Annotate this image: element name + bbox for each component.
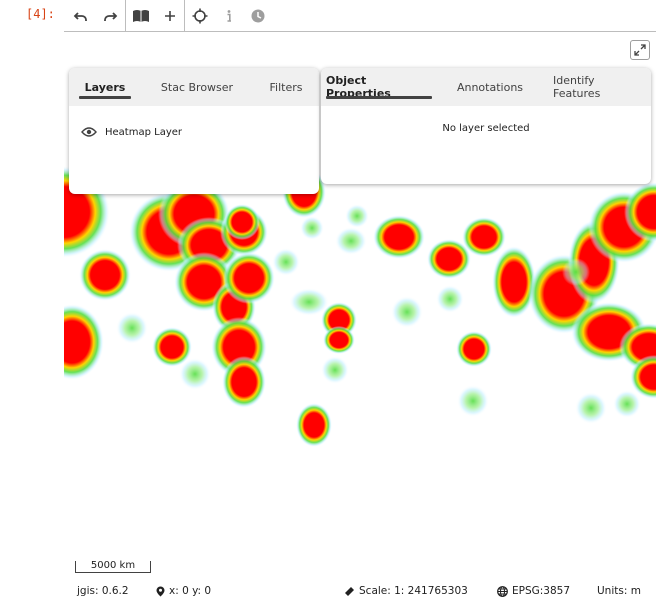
heatmap-point (630, 355, 656, 399)
heatmap-point (613, 390, 641, 418)
tab-filters[interactable]: Filters (269, 80, 303, 94)
redo-icon[interactable] (97, 4, 123, 28)
toolbar-separator (125, 0, 126, 31)
tab-stac-browser[interactable]: Stac Browser (160, 80, 234, 94)
undo-icon[interactable] (68, 4, 94, 28)
object-properties-panel: Object Properties Annotations Identify F… (321, 68, 651, 184)
heatmap-point (152, 327, 192, 367)
coordinates-readout: x: 0 y: 0 (156, 585, 211, 597)
add-layer-icon[interactable] (157, 4, 183, 28)
fullscreen-button[interactable] (630, 40, 650, 60)
heatmap-point (457, 385, 489, 417)
cell-prompt: [4]: (26, 7, 55, 21)
empty-message: No layer selected (442, 123, 530, 134)
heatmap-point (373, 215, 425, 259)
heatmap-point (427, 239, 471, 279)
heatmap-point (323, 326, 355, 354)
heatmap-point (116, 312, 148, 344)
heatmap-point (224, 204, 260, 240)
info-icon[interactable] (216, 4, 242, 28)
eye-icon[interactable] (81, 126, 97, 138)
heatmap-point (179, 358, 211, 390)
map-pin-icon (156, 586, 165, 596)
open-layer-browser-icon[interactable] (128, 4, 154, 28)
status-bar: jgis: 0.6.2 x: 0 y: 0 Scale: 1: 24176530… (64, 582, 656, 601)
heatmap-layer (64, 166, 656, 447)
layer-name: Heatmap Layer (105, 126, 182, 138)
tab-object-properties[interactable]: Object Properties (326, 68, 432, 106)
heatmap-point (624, 182, 656, 242)
heatmap-point (391, 296, 423, 328)
heatmap-point (462, 217, 506, 257)
ruler-icon (345, 586, 354, 596)
heatmap-point (300, 216, 324, 240)
layer-item[interactable]: Heatmap Layer (81, 126, 182, 138)
tab-annotations[interactable]: Annotations (456, 80, 524, 94)
toolbar-separator (184, 0, 185, 31)
layers-panel: Layers Stac Browser Filters Heatmap Laye… (69, 68, 319, 194)
map-toolbar (64, 0, 656, 32)
units-readout: Units: m (597, 585, 641, 597)
heatmap-point (335, 227, 367, 255)
heatmap-point (345, 204, 369, 228)
scale-bar: 5000 km (75, 561, 151, 573)
heatmap-point (321, 356, 349, 384)
heatmap-point (223, 252, 275, 304)
heatmap-point (272, 248, 300, 276)
tab-layers[interactable]: Layers (79, 68, 131, 106)
heatmap-point (79, 249, 131, 301)
tab-identify-features[interactable]: Identify Features (553, 74, 601, 100)
heatmap-point (289, 288, 329, 316)
history-icon[interactable] (245, 4, 271, 28)
properties-panel-tabs: Object Properties Annotations Identify F… (321, 68, 651, 106)
projection-readout: EPSG:3857 (497, 585, 570, 597)
heatmap-point (296, 403, 332, 447)
version-label: jgis: 0.6.2 (77, 585, 129, 597)
heatmap-point (575, 392, 607, 424)
heatmap-point (436, 285, 464, 313)
heatmap-point (456, 331, 492, 367)
center-map-icon[interactable] (187, 4, 213, 28)
heatmap-point (562, 258, 590, 286)
heatmap-point (222, 356, 266, 408)
layers-panel-tabs: Layers Stac Browser Filters (69, 68, 319, 106)
map-canvas[interactable] (64, 32, 656, 578)
heatmap-point (64, 304, 104, 380)
heatmap-point (492, 246, 536, 318)
globe-icon (497, 585, 508, 597)
scale-readout: Scale: 1: 241765303 (344, 585, 468, 597)
